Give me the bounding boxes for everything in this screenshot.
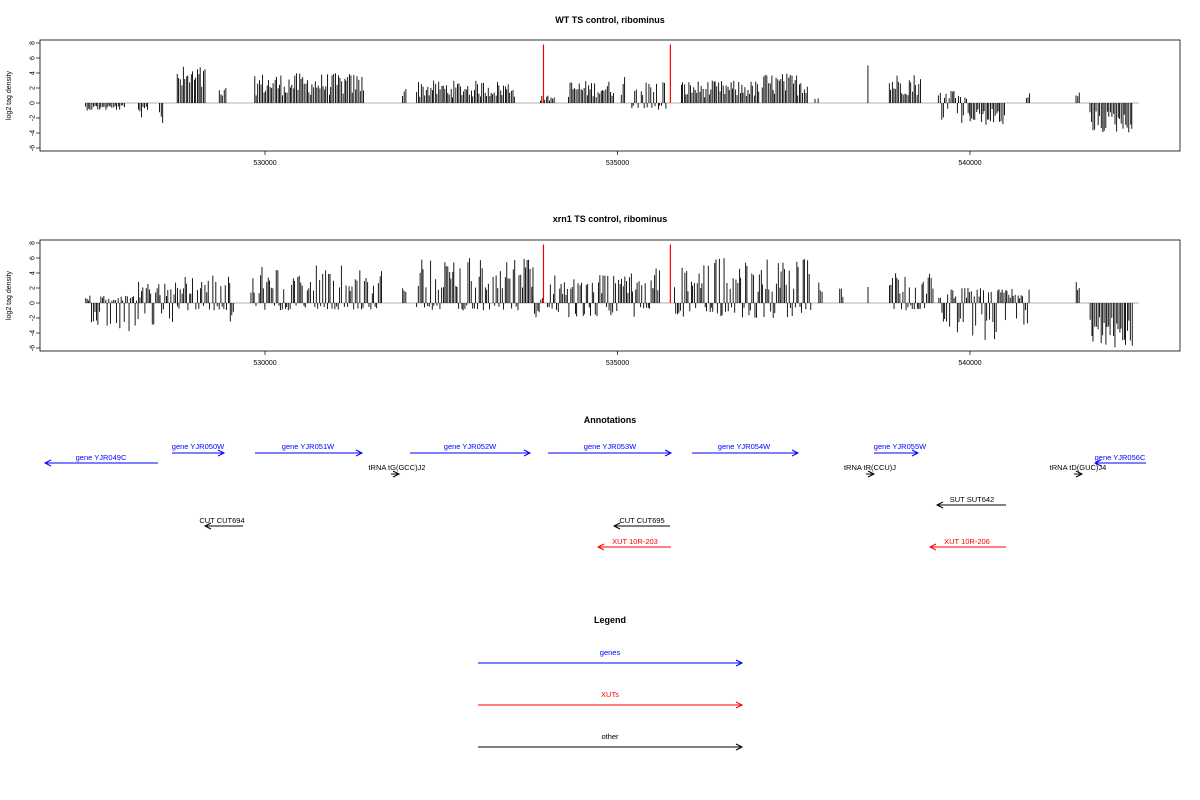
x-tick-label: 535000 (606, 360, 629, 367)
feature-label: tRNA tG(GCC)J2 (368, 463, 425, 472)
annotations-title: Annotations (584, 415, 637, 425)
y-tick-label: 4 (30, 71, 37, 75)
x-tick-label: 535000 (606, 160, 629, 167)
feature-arrow (391, 470, 401, 478)
y-tick-label: -4 (30, 330, 37, 336)
y-tick-label: 0 (30, 101, 37, 105)
y-tick-label: -4 (30, 130, 37, 136)
legend-panel: Legend genes XUTs other (478, 615, 744, 751)
wt-density-bars (85, 65, 1133, 133)
xrn1-density-bars (85, 258, 1133, 348)
feature-label: gene YJR052W (444, 442, 497, 451)
feature-arrow (692, 449, 800, 457)
x-tick-label: 540000 (958, 360, 981, 367)
y-tick-label: -2 (30, 115, 37, 121)
feature-arrow (596, 543, 671, 551)
y-tick-label: 2 (30, 286, 37, 290)
feature-arrow (612, 522, 670, 530)
feature-arrow (1074, 470, 1084, 478)
legend-arrow (478, 659, 744, 667)
legend-arrow (478, 701, 744, 709)
wt-track-panel: WT TS control, ribominus log2 tag densit… (6, 15, 1181, 167)
feature-label: CUT CUT694 (199, 516, 244, 525)
y-tick-label: 8 (30, 41, 37, 45)
wt-plot-frame (39, 39, 1181, 152)
feature-arrow (255, 449, 364, 457)
feature-label: XUT 10R-206 (944, 537, 990, 546)
x-tick-label: 530000 (253, 160, 276, 167)
legend-label: XUTs (601, 690, 619, 699)
wt-y-axis-label: log2 tag density (6, 70, 13, 120)
wt-track-title: WT TS control, ribominus (555, 15, 665, 25)
feature-label: gene YJR050W (172, 442, 225, 451)
xrn1-y-axis-label: log2 tag density (6, 270, 13, 320)
y-tick-label: 4 (30, 271, 37, 275)
y-tick-label: -6 (30, 145, 37, 151)
y-tick-label: 6 (30, 256, 37, 260)
xrn1-track-title: xrn1 TS control, ribominus (553, 214, 668, 224)
xrn1-track-panel: xrn1 TS control, ribominus log2 tag dens… (6, 214, 1181, 367)
feature-arrow (43, 459, 158, 467)
feature-arrow (935, 501, 1006, 509)
feature-label: gene YJR049C (76, 453, 127, 462)
y-tick-label: 0 (30, 301, 37, 305)
feature-arrow (548, 449, 673, 457)
y-tick-label: -6 (30, 345, 37, 351)
feature-label: SUT SUT642 (950, 495, 994, 504)
feature-arrow (203, 522, 243, 530)
feature-arrow (866, 470, 876, 478)
y-tick-label: 6 (30, 56, 37, 60)
legend-title: Legend (594, 615, 626, 625)
y-tick-label: -2 (30, 315, 37, 321)
feature-label: gene YJR055W (874, 442, 927, 451)
feature-label: XUT 10R-203 (612, 537, 658, 546)
legend-arrow (478, 743, 744, 751)
legend-label: other (601, 732, 619, 741)
feature-label: gene YJR054W (718, 442, 771, 451)
xrn1-plot-frame (39, 239, 1181, 352)
legend-label: genes (600, 648, 621, 657)
feature-label: gene YJR056C (1095, 453, 1146, 462)
y-tick-label: 8 (30, 241, 37, 245)
feature-label: tRNA tD(GUC)J4 (1050, 463, 1107, 472)
x-tick-label: 540000 (958, 160, 981, 167)
x-tick-label: 530000 (253, 360, 276, 367)
feature-label: gene YJR053W (584, 442, 637, 451)
feature-arrow (172, 449, 226, 457)
feature-arrow (1093, 459, 1146, 467)
feature-arrow (410, 449, 532, 457)
feature-label: tRNA tR(CCU)J (844, 463, 896, 472)
annotations-panel: Annotations gene YJR049C gene YJR050W gene… (43, 415, 1146, 551)
y-tick-label: 2 (30, 86, 37, 90)
feature-label: gene YJR051W (282, 442, 335, 451)
feature-label: CUT CUT695 (619, 516, 664, 525)
feature-arrow (928, 543, 1006, 551)
feature-arrow (874, 449, 920, 457)
